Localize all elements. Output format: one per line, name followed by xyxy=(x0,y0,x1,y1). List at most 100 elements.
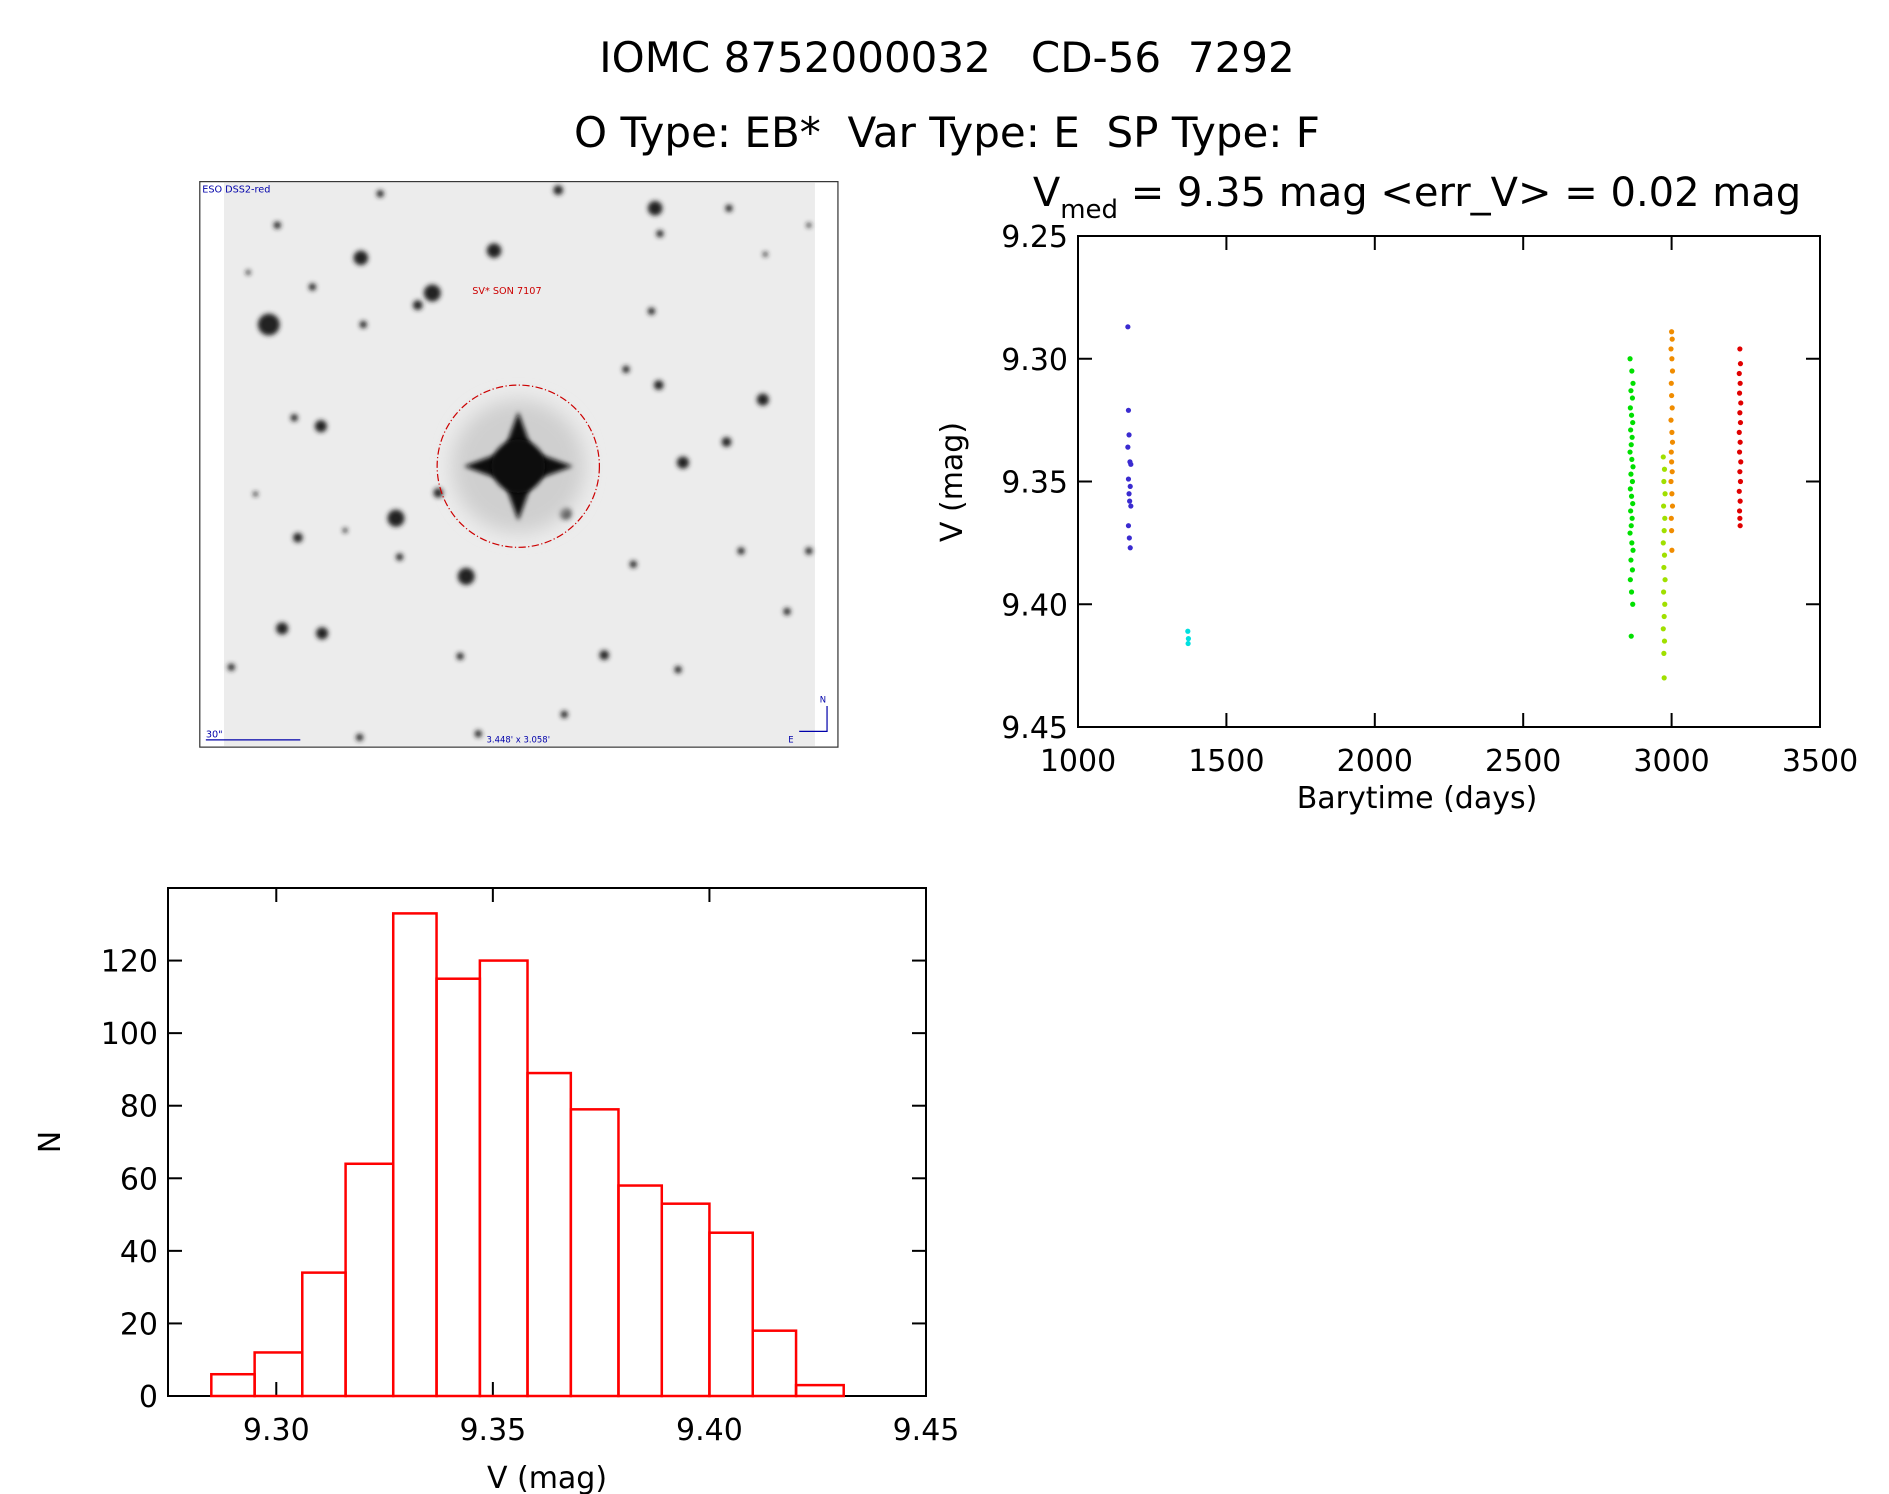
data-point xyxy=(1737,410,1743,416)
survey-label: ESO DSS2-red xyxy=(202,185,270,196)
data-point xyxy=(1737,478,1744,485)
data-point xyxy=(1737,346,1743,352)
data-point xyxy=(1669,469,1675,475)
data-point xyxy=(1660,626,1666,632)
y-tick-label: 120 xyxy=(101,945,158,980)
data-point xyxy=(1128,461,1134,467)
data-point xyxy=(1628,589,1635,595)
lc-title-symbol: V xyxy=(1033,170,1061,216)
data-point xyxy=(1668,449,1674,455)
data-point xyxy=(1661,675,1667,681)
y-tick-label: 80 xyxy=(120,1090,158,1125)
histogram-bar xyxy=(660,1202,711,1398)
lc-title: Vmed = 9.35 mag <err_V> = 0.02 mag xyxy=(1033,170,1801,225)
data-point xyxy=(1125,476,1132,482)
data-point xyxy=(1630,419,1636,426)
data-point xyxy=(1628,493,1635,499)
data-point xyxy=(1629,540,1635,546)
field-label: 3.448' x 3.058' xyxy=(486,734,550,744)
data-point xyxy=(1669,503,1676,509)
data-point xyxy=(1660,589,1667,595)
data-point xyxy=(1128,503,1134,509)
data-point xyxy=(1662,577,1668,583)
data-point xyxy=(1736,390,1743,396)
data-point xyxy=(1669,429,1675,435)
data-point xyxy=(1127,483,1133,490)
x-tick-label: 3500 xyxy=(1782,744,1858,779)
data-point xyxy=(1737,380,1743,386)
y-axis-label: V (mag) xyxy=(935,422,970,542)
data-point xyxy=(1628,388,1634,394)
data-point xyxy=(1737,498,1743,504)
x-tick-label: 1500 xyxy=(1188,744,1264,779)
data-point xyxy=(1628,442,1634,448)
data-point xyxy=(1125,324,1131,330)
histogram-bar xyxy=(344,1162,395,1398)
x-tick-label: 9.40 xyxy=(676,1413,743,1448)
data-point xyxy=(1736,508,1743,514)
data-point xyxy=(1661,466,1668,472)
data-point xyxy=(1627,356,1633,362)
data-point xyxy=(1628,523,1634,529)
histogram-bar xyxy=(569,1108,620,1398)
histogram-bar xyxy=(526,1071,573,1398)
x-tick-label: 2000 xyxy=(1337,744,1413,779)
page-subtitle: O Type: EB* Var Type: E SP Type: F xyxy=(574,108,1320,157)
histogram-bar xyxy=(301,1271,347,1398)
data-point xyxy=(1668,417,1674,423)
data-point xyxy=(1661,638,1668,644)
data-point xyxy=(1669,528,1675,534)
data-point xyxy=(1630,547,1636,553)
x-tick-label: 1000 xyxy=(1040,744,1116,779)
data-point xyxy=(1660,454,1666,460)
data-point xyxy=(1127,498,1133,504)
data-point xyxy=(1661,564,1667,571)
north-label: N xyxy=(820,694,826,704)
data-point xyxy=(1629,515,1635,521)
y-tick-label: 9.35 xyxy=(1001,466,1068,501)
data-point xyxy=(1736,429,1742,435)
data-point xyxy=(1669,356,1675,362)
data-point xyxy=(1629,368,1635,374)
x-tick-label: 3000 xyxy=(1633,744,1709,779)
x-axis-label: V (mag) xyxy=(487,1461,607,1494)
y-tick-label: 9.25 xyxy=(1001,220,1068,255)
data-point xyxy=(1185,640,1191,647)
data-point xyxy=(1630,500,1636,507)
data-point xyxy=(1629,434,1635,440)
data-point xyxy=(1627,449,1633,455)
data-point xyxy=(1629,456,1635,463)
data-point xyxy=(1628,427,1634,433)
data-point xyxy=(1668,478,1674,485)
data-point xyxy=(1662,601,1668,607)
x-axis-label: Barytime (days) xyxy=(1297,781,1538,816)
data-point xyxy=(1737,523,1743,529)
histogram-bar xyxy=(253,1351,304,1398)
data-point xyxy=(1628,412,1635,418)
data-point xyxy=(1662,491,1668,497)
y-axis-label: N xyxy=(33,1131,68,1153)
data-point xyxy=(1669,405,1675,411)
data-point xyxy=(1669,368,1676,374)
x-tick-label: 9.30 xyxy=(243,1413,310,1448)
data-point xyxy=(1630,380,1636,386)
data-point xyxy=(1662,515,1668,521)
x-tick-label: 2500 xyxy=(1485,744,1561,779)
histogram-bar xyxy=(478,959,529,1398)
data-point xyxy=(1736,370,1742,377)
y-tick-label: 60 xyxy=(120,1162,158,1197)
data-point xyxy=(1661,650,1667,656)
data-point xyxy=(1126,432,1132,438)
data-point xyxy=(1185,636,1192,642)
data-point xyxy=(1125,523,1132,529)
histogram-bar xyxy=(794,1383,845,1398)
data-point xyxy=(1737,361,1744,367)
data-point xyxy=(1126,535,1132,541)
y-tick-label: 9.30 xyxy=(1001,343,1068,378)
histogram-bar xyxy=(210,1372,256,1398)
data-point xyxy=(1736,488,1742,494)
histogram-bar xyxy=(391,912,438,1398)
sky-image: ESO DSS2-red SV* SON 7107 30" 3.448' x 3… xyxy=(199,181,839,748)
histogram-bar xyxy=(751,1329,798,1398)
